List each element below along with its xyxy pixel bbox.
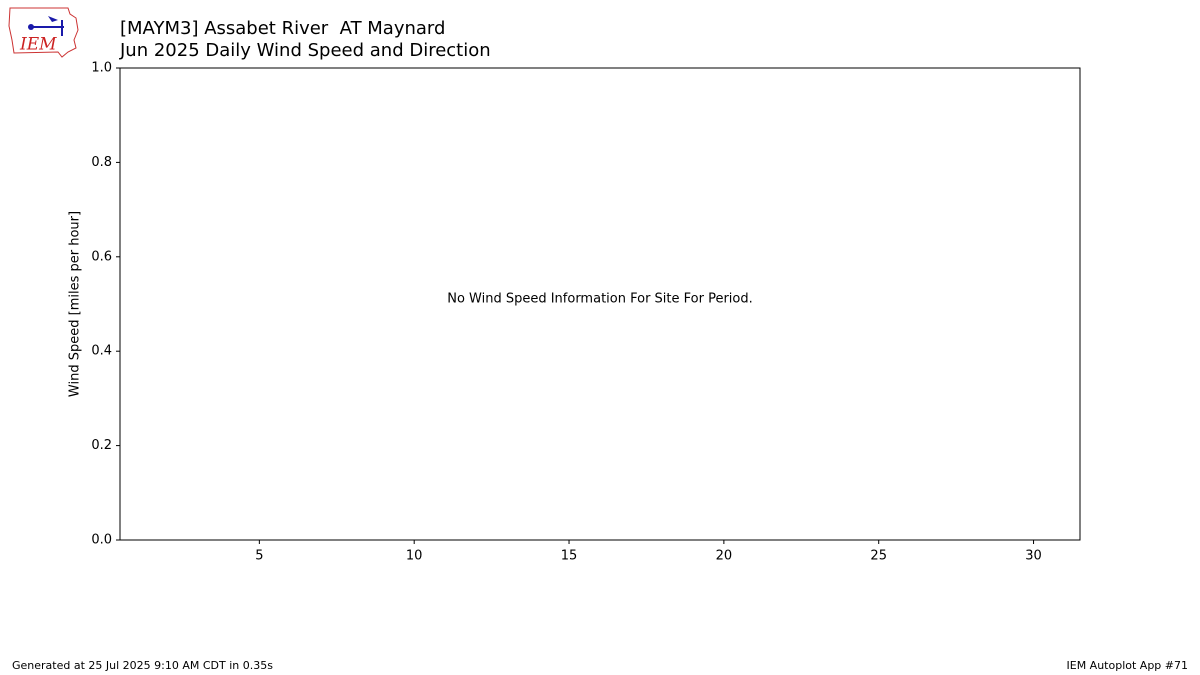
footer-right: IEM Autoplot App #71 [1067,659,1189,672]
y-tick-label: 0.8 [91,155,112,170]
x-tick-label: 10 [406,549,423,564]
x-tick-label: 15 [561,549,578,564]
y-tick-label: 0.2 [91,438,112,453]
y-tick-label: 0.6 [91,249,112,264]
x-tick-label: 5 [255,549,263,564]
y-tick-label: 0.4 [91,344,112,359]
footer-left: Generated at 25 Jul 2025 9:10 AM CDT in … [12,659,273,672]
chart-title: [MAYM3] Assabet River AT Maynard [120,18,445,39]
chart-subtitle: Jun 2025 Daily Wind Speed and Direction [119,40,491,61]
x-tick-label: 25 [870,549,887,564]
x-tick-label: 30 [1025,549,1042,564]
y-axis-label: Wind Speed [miles per hour] [68,211,83,397]
y-tick-label: 0.0 [91,533,112,548]
annotation: No Wind Speed Information For Site For P… [447,292,753,307]
logo-text: IEM [19,35,57,55]
y-tick-label: 1.0 [91,61,112,76]
plot-area [119,67,1081,541]
x-tick-label: 20 [716,549,733,564]
logo: IEM [8,7,79,58]
